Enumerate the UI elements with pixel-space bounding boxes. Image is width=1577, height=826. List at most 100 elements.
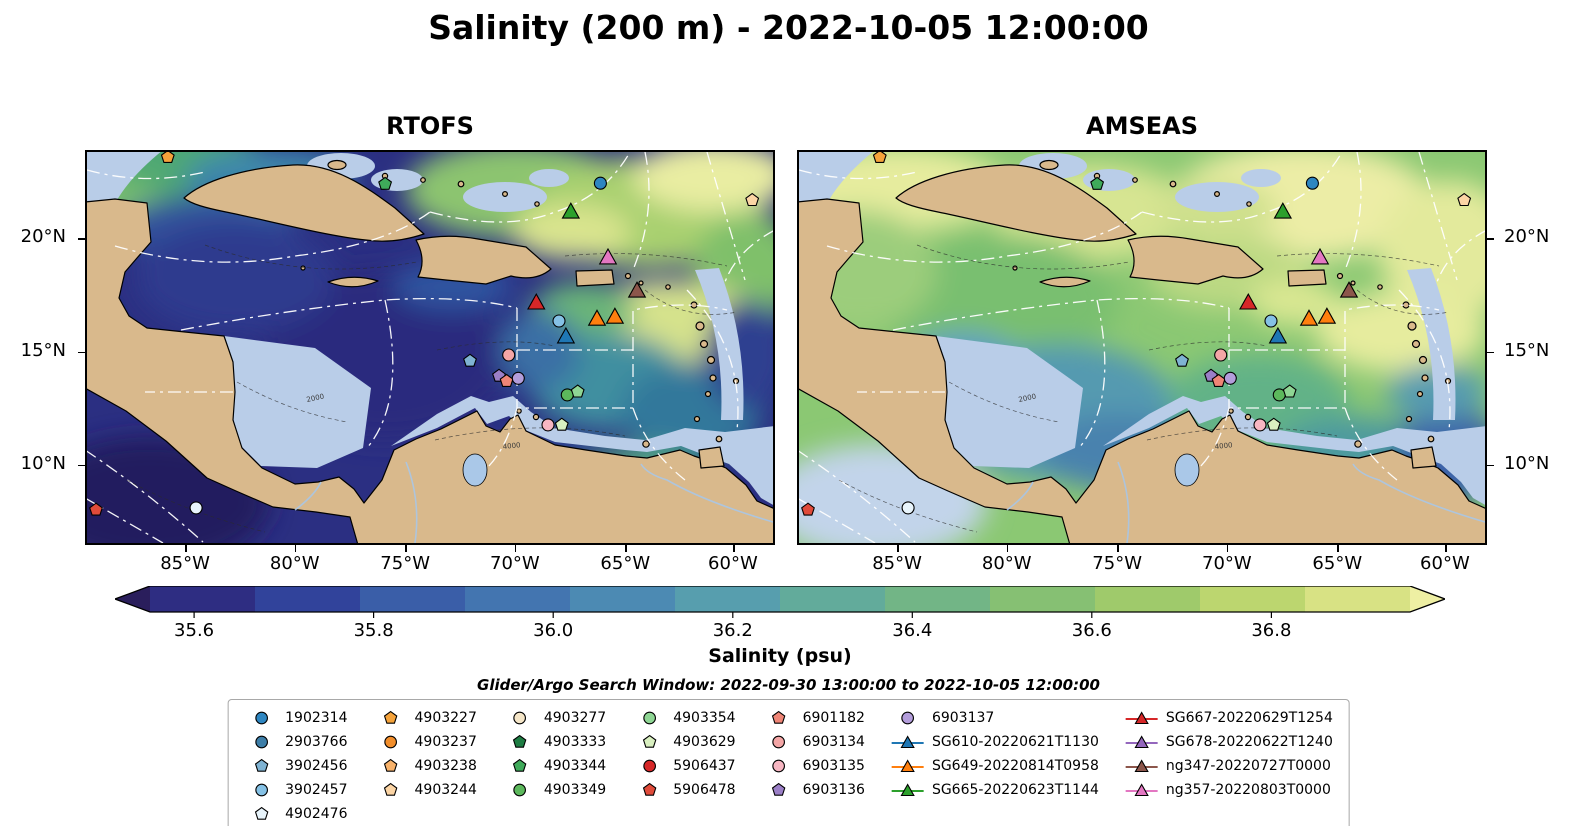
axis-tick	[1444, 545, 1447, 552]
legend-entry: ng357-20220803T0000	[1125, 780, 1333, 800]
legend-column: 4903354 4903629 5906437 5906478	[632, 708, 736, 800]
svg-text:2000: 2000	[306, 392, 325, 404]
float-marker-icon	[374, 734, 408, 750]
legend-entry: SG665-20220623T1144	[891, 780, 1099, 800]
legend-entry: ng347-20220727T0000	[1125, 756, 1333, 776]
legend-entry: 4903354	[632, 708, 736, 728]
map-marker-4903629	[554, 417, 569, 431]
axis-tick	[897, 545, 899, 552]
legend-entry: 1902314	[244, 708, 348, 728]
lon-tick-label: 70°W	[1202, 553, 1252, 574]
legend-label: 5906478	[673, 782, 736, 798]
lon-tick-label: 70°W	[490, 553, 540, 574]
float-marker-icon	[762, 710, 796, 726]
legend-label: 6903136	[802, 782, 865, 798]
legend-label: 4903244	[414, 782, 477, 798]
colorbar-tick-label: 35.6	[174, 620, 215, 641]
float-marker-icon	[244, 806, 278, 822]
map-marker-SG665	[561, 202, 581, 219]
legend-column: 6901182 6903134 6903135 6903136	[762, 708, 865, 800]
map-marker-4902476	[901, 501, 915, 515]
float-marker-icon	[244, 758, 278, 774]
glider-marker-icon	[891, 782, 925, 798]
map-panel-amseas: 2000 4000	[797, 150, 1487, 545]
axis-tick	[1337, 545, 1339, 552]
lon-axis-rtofs: 85°W 80°W 75°W 70°W 65°W 60°W	[85, 553, 775, 577]
float-marker-icon	[632, 782, 666, 798]
map-marker-ng357	[598, 247, 618, 265]
map-marker-4902476	[189, 501, 203, 515]
legend-entry: 4903237	[374, 732, 477, 752]
legend-entry: 5906437	[632, 756, 736, 776]
map-marker-ng357	[1310, 247, 1330, 265]
map-marker-3902456	[463, 353, 477, 367]
map-marker-4903227	[160, 150, 175, 163]
legend-entry: 6903134	[762, 732, 865, 752]
axis-tick	[732, 545, 735, 552]
map-rtofs: 2000 4000	[85, 150, 775, 545]
legend-column: 4903277 4903333 4903344 4903349	[503, 708, 606, 800]
legend-entry: SG667-20220629T1254	[1125, 708, 1333, 728]
legend-label: 4903277	[543, 710, 607, 726]
axis-tick	[625, 545, 627, 552]
legend-entry: 4903238	[374, 756, 477, 776]
legend-label: 4903227	[414, 710, 477, 726]
map-marker-4903344	[378, 176, 393, 190]
float-marker-icon	[891, 710, 925, 726]
map-marker-4903354	[1282, 384, 1297, 398]
map-marker-5906478	[801, 502, 815, 516]
colorbar-tick-label: 36.8	[1251, 620, 1292, 641]
axis-tick	[78, 238, 85, 240]
float-marker-icon	[762, 734, 796, 750]
legend-label: 3902457	[285, 782, 348, 798]
legend-entry: 4903227	[374, 708, 477, 728]
legend-entry: 2903766	[244, 732, 348, 752]
axis-tick	[1226, 545, 1229, 552]
legend-entry: SG649-20220814T0958	[891, 756, 1099, 776]
map-marker-ng347	[627, 281, 647, 298]
axis-tick	[78, 464, 85, 467]
lat-tick-label: 15°N	[20, 339, 66, 361]
float-marker-icon	[762, 758, 796, 774]
float-marker-icon	[632, 734, 666, 750]
float-marker-icon	[374, 782, 408, 798]
legend-label: 6903135	[802, 758, 865, 774]
map-marker-4903244	[745, 192, 760, 207]
lat-axis-left: 20°N 15°N 10°N	[0, 150, 78, 545]
map-marker-6903137	[1223, 371, 1237, 385]
map-marker-SG649-2	[1317, 307, 1337, 324]
float-marker-icon	[374, 758, 408, 774]
legend-column: 6903137 SG610-20220621T1130 SG649-20220814…	[891, 708, 1099, 800]
colorbar-tick-label: 36.2	[712, 620, 753, 641]
legend-label: ng357-20220803T0000	[1165, 782, 1331, 798]
colorbar-label: Salinity (psu)	[708, 645, 852, 667]
map-marker-SG610	[1268, 326, 1288, 344]
float-marker-icon	[374, 710, 408, 726]
axis-tick	[405, 545, 407, 552]
axis-tick	[1117, 545, 1119, 552]
map-amseas: 2000 4000	[797, 150, 1487, 545]
lon-tick-label: 65°W	[1312, 553, 1363, 574]
colorbar-ticks: 35.6 35.8 36.0 36.2 36.4 36.6 36.8	[0, 620, 1577, 644]
lon-tick-label: 75°W	[1092, 553, 1143, 574]
legend-label: 4903349	[543, 782, 607, 798]
legend-entry: 4903344	[503, 756, 606, 776]
svg-text:2000: 2000	[1018, 392, 1037, 404]
colorbar	[115, 586, 1445, 618]
legend-column: 1902314 2903766 3902456 3902457 4902476	[244, 708, 348, 824]
lat-tick-label: 10°N	[20, 452, 66, 474]
lon-tick-label: 80°W	[269, 553, 320, 574]
float-marker-icon	[632, 758, 666, 774]
legend-label: 4903333	[543, 734, 607, 750]
map-marker-6903134	[502, 348, 516, 362]
legend-entry: 4903629	[632, 732, 736, 752]
axis-tick	[514, 545, 517, 552]
map-marker-SG649-1	[1299, 309, 1319, 326]
glider-marker-icon	[1125, 734, 1159, 750]
legend-entry: 4903277	[503, 708, 606, 728]
lat-axis-right: 20°N 15°N 10°N	[1494, 150, 1576, 545]
legend-entry: 5906478	[632, 780, 736, 800]
map-marker-3902457	[552, 314, 566, 328]
map-marker-SG667	[527, 292, 546, 310]
axis-tick	[1487, 238, 1494, 240]
